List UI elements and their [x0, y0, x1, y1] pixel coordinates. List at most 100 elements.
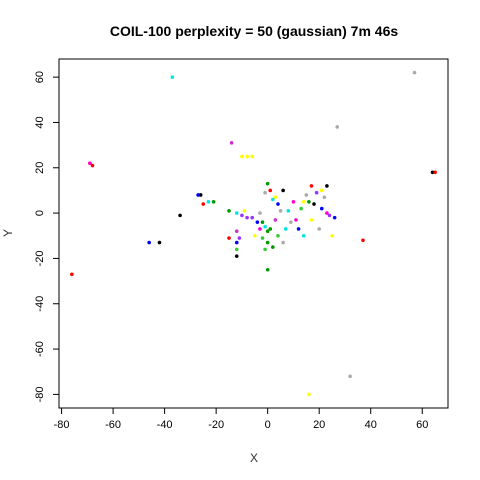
data-point [234, 240, 239, 245]
data-point [88, 161, 92, 166]
data-point [198, 193, 203, 197]
y-tick-label: -20 [34, 250, 46, 266]
data-point [330, 233, 334, 238]
data-point [234, 247, 239, 252]
y-tick-label: -60 [34, 341, 46, 357]
data-point [229, 141, 234, 145]
data-point [296, 227, 301, 231]
data-point [281, 240, 285, 245]
y-tick-label: -80 [34, 386, 46, 402]
data-point [430, 170, 435, 175]
x-tick-label: 40 [365, 419, 377, 431]
data-point [268, 188, 273, 193]
data-point [178, 213, 182, 218]
data-point [304, 193, 309, 197]
data-point [237, 236, 242, 240]
data-point [335, 125, 340, 129]
data-point [301, 199, 306, 204]
data-point [307, 199, 311, 204]
data-point [283, 227, 288, 231]
data-point [312, 202, 316, 206]
data-point [234, 211, 239, 215]
data-point [255, 220, 260, 224]
data-point [70, 272, 74, 277]
data-point [245, 154, 249, 159]
data-point [307, 392, 311, 397]
data-point [348, 374, 352, 379]
data-point [332, 215, 337, 220]
y-tick-label: 40 [34, 116, 46, 128]
data-point [147, 240, 151, 245]
data-point [260, 220, 265, 224]
data-point [276, 202, 280, 206]
y-axis: -80 -60 -40 -20 0 20 40 60 [34, 71, 60, 402]
data-point [273, 195, 278, 200]
data-point [265, 181, 270, 186]
data-point [260, 236, 265, 240]
data-point [263, 190, 267, 195]
x-tick-label: -40 [157, 419, 173, 431]
data-point [322, 195, 327, 200]
data-point [90, 163, 95, 168]
data-point [317, 227, 321, 231]
data-point [170, 75, 175, 79]
data-point [211, 199, 216, 204]
data-point [291, 199, 296, 204]
data-point [299, 206, 303, 211]
data-point [196, 193, 200, 197]
data-point [314, 190, 319, 195]
y-tick-label: 0 [34, 210, 46, 216]
data-point [412, 70, 417, 75]
data-point [281, 188, 285, 193]
data-point [276, 233, 280, 238]
y-tick-label: 20 [34, 162, 46, 174]
data-point [309, 184, 314, 188]
data-point [327, 213, 332, 218]
data-point [250, 154, 255, 159]
x-tick-label: -20 [208, 419, 224, 431]
data-point [289, 220, 293, 224]
data-point [271, 197, 275, 202]
x-tick-label: 0 [265, 419, 271, 431]
data-point [271, 245, 275, 249]
x-tick-label: -60 [105, 419, 121, 431]
data-point [268, 227, 273, 231]
data-point [319, 206, 324, 211]
data-point [206, 199, 211, 204]
y-tick-label: 60 [34, 71, 46, 83]
data-point [273, 218, 278, 222]
data-point [240, 154, 244, 159]
x-axis: -80 -60 -40 -20 0 20 40 60 [54, 407, 428, 431]
y-axis-label: Y [1, 229, 15, 237]
x-axis-label: X [250, 451, 258, 465]
data-point [258, 227, 262, 231]
data-point [240, 213, 244, 218]
x-tick-label: -80 [54, 419, 70, 431]
data-point [433, 170, 437, 175]
data-point [319, 188, 324, 193]
data-point [201, 202, 206, 206]
data-point [252, 233, 257, 238]
data-point [263, 247, 267, 252]
data-point [294, 218, 298, 222]
data-point [234, 229, 239, 234]
data-point [265, 229, 270, 234]
data-points [70, 70, 437, 397]
data-point [309, 218, 314, 222]
data-point [245, 215, 249, 220]
x-tick-label: 20 [313, 419, 325, 431]
data-point [286, 209, 291, 213]
y-tick-label: -40 [34, 296, 46, 312]
data-point [227, 209, 231, 213]
data-point [157, 240, 162, 245]
data-point [234, 254, 239, 258]
data-point [227, 236, 231, 240]
data-point [325, 211, 329, 215]
x-tick-label: 60 [416, 419, 428, 431]
data-point [250, 215, 255, 220]
data-point [258, 211, 262, 215]
data-point [265, 267, 270, 272]
data-point [263, 224, 267, 229]
data-point [265, 240, 270, 245]
